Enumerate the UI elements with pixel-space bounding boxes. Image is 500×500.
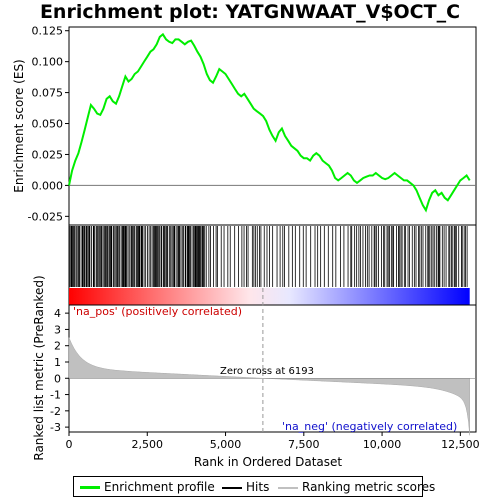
ranking-metric-area (68, 337, 470, 436)
legend-item-hits: Hits (222, 480, 269, 494)
legend-swatch-metric (278, 486, 298, 489)
es-y-tick-label: 0.000 (32, 179, 64, 192)
metric-y-tick-label: 0 (54, 372, 61, 385)
legend-item-metric: Ranking metric scores (278, 480, 435, 494)
metric-area (68, 337, 470, 436)
metric-y-tick-label: -3 (50, 421, 61, 434)
x-tick-label: 10,000 (363, 438, 402, 451)
legend-swatch-hits (222, 486, 242, 489)
metric-y-tick-label: -2 (50, 405, 61, 418)
es-curve-group (68, 32, 471, 213)
positive-correlation-label: 'na_pos' (positively correlated) (73, 305, 242, 318)
rank-color-bar (69, 288, 470, 305)
x-axis-ticks: 0 2,500 5,000 7,500 10,000 12,500 (66, 432, 480, 451)
enrichment-profile-line (68, 32, 471, 213)
hit-marks (69, 226, 468, 287)
hits-panel (68, 224, 477, 306)
zero-cross-label: Zero cross at 6193 (220, 366, 314, 377)
metric-plot-area (68, 304, 477, 433)
es-y-tick-label: 0.100 (32, 56, 64, 69)
es-panel: -0.025 0.000 0.025 0.050 0.075 0.100 0.125 Enr… (12, 25, 477, 226)
metric-y-tick-label: 3 (54, 323, 61, 336)
es-y-tick-label: 0.025 (32, 148, 64, 161)
metric-y-tick-label: -1 (50, 389, 61, 402)
legend-label-profile: Enrichment profile (104, 480, 215, 494)
es-y-ticks: -0.025 0.000 0.025 0.050 0.075 0.100 0.125 (28, 25, 476, 223)
legend-item-profile: Enrichment profile (80, 480, 215, 494)
negative-correlation-label: 'na_neg' (negatively correlated) (282, 420, 457, 433)
metric-y-axis-label: Ranked list metric (PreRanked) (32, 275, 46, 460)
es-y-tick-label: 0.075 (32, 87, 64, 100)
metric-y-tick-label: 1 (54, 356, 61, 369)
x-tick-label: 2,500 (132, 438, 164, 451)
es-y-tick-label: -0.025 (28, 210, 63, 223)
es-y-axis-label: Enrichment score (ES) (12, 59, 26, 192)
legend-label-hits: Hits (246, 480, 270, 494)
metric-y-ticks: -3 -2 -1 0 1 2 3 4 (50, 307, 476, 434)
x-tick-label: 0 (66, 438, 73, 451)
es-plot-area (68, 26, 477, 226)
x-tick-label: 12,500 (441, 438, 480, 451)
es-y-tick-label: 0.125 (32, 25, 64, 38)
chart-title: Enrichment plot: YATGNWAAT_V$OCT_C (40, 1, 460, 23)
es-y-tick-label: 0.050 (32, 118, 64, 131)
legend-swatch-profile (80, 486, 100, 489)
legend-label-metric: Ranking metric scores (302, 480, 436, 494)
metric-y-tick-label: 4 (54, 307, 61, 320)
x-axis-label: Rank in Ordered Dataset (194, 455, 342, 469)
legend: Enrichment profile Hits Ranking metric s… (73, 476, 435, 497)
metric-y-tick-label: 2 (54, 340, 61, 353)
x-tick-label: 5,000 (210, 438, 242, 451)
x-tick-label: 7,500 (288, 438, 320, 451)
metric-panel: -3 -2 -1 0 1 2 3 4 'na_pos' (positively correla… (32, 275, 477, 461)
